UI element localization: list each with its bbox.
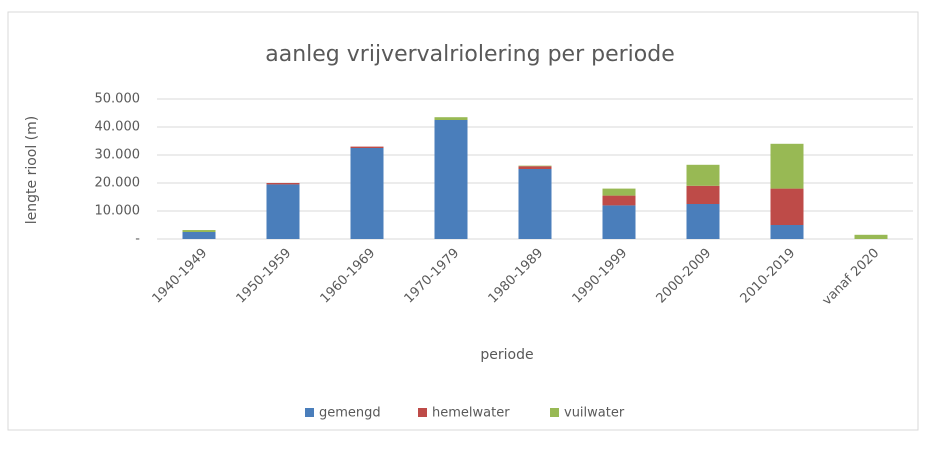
bar-segment — [350, 146, 384, 148]
bar-segment — [770, 143, 804, 189]
bar-segment — [434, 120, 468, 239]
y-tick-label: 30.000 — [95, 148, 141, 163]
bar-segment — [686, 185, 720, 204]
bar-segment — [602, 195, 636, 206]
bar-segment — [518, 169, 552, 239]
bar-segment — [182, 230, 216, 232]
legend-swatch — [418, 408, 427, 417]
bar-segment — [854, 234, 888, 239]
bar-segment — [770, 188, 804, 225]
y-tick-label: - — [135, 232, 140, 247]
bar-segment — [770, 225, 804, 239]
bar-segment — [686, 204, 720, 239]
bar-segment — [518, 165, 552, 167]
y-tick-label: 10.000 — [95, 204, 141, 219]
y-axis-title: lengte riool (m) — [24, 116, 40, 225]
bar-segment — [518, 166, 552, 169]
legend-swatch — [305, 408, 314, 417]
bar-segment — [266, 184, 300, 239]
y-tick-label: 20.000 — [95, 176, 141, 191]
bar-segment — [182, 232, 216, 239]
bar-segment — [434, 117, 468, 120]
bar-segment — [350, 148, 384, 239]
x-axis-title: periode — [480, 347, 533, 363]
y-tick-label: 50.000 — [95, 92, 141, 107]
bar-segment — [266, 183, 300, 185]
chart-title: aanleg vrijvervalriolering per periode — [265, 42, 675, 67]
legend-label: gemengd — [319, 406, 381, 421]
bar-segment — [686, 164, 720, 186]
legend-swatch — [550, 408, 559, 417]
legend-label: hemelwater — [432, 406, 510, 421]
bar-segment — [602, 188, 636, 196]
y-tick-label: 40.000 — [95, 120, 141, 135]
bar-segment — [602, 205, 636, 239]
legend-label: vuilwater — [564, 406, 625, 421]
